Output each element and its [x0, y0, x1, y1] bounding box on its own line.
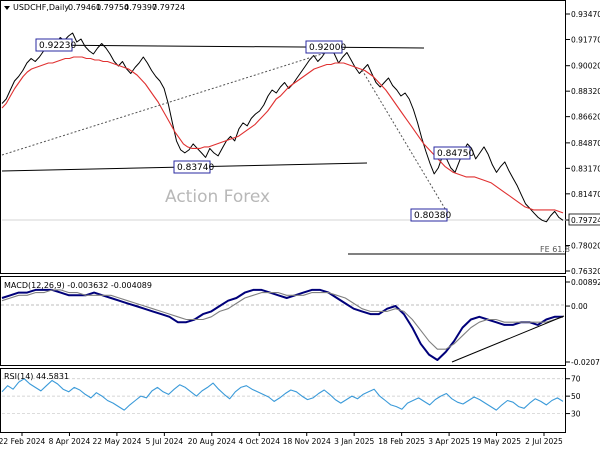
x-tick-label: 8 Apr 2024	[49, 437, 91, 446]
price-tick-label: 0.79724	[571, 216, 600, 225]
macd-series-signal	[1, 289, 564, 350]
x-tick-label: 22 May 2024	[92, 437, 141, 446]
price-series-price	[1, 32, 564, 223]
x-tick-label: 20 Aug 2024	[188, 437, 236, 446]
macd-tick-label: 0.008923	[571, 278, 600, 287]
rsi-lines	[1, 378, 564, 411]
price-header: USDCHF,Daily 0.79461 0.79754 0.79397 0.7…	[4, 3, 185, 12]
last-price-box	[568, 213, 600, 226]
label-080380: 0.80380	[410, 208, 451, 222]
x-tick-label: 22 Feb 2024	[0, 437, 46, 446]
price-tick-label: 0.93470	[571, 10, 600, 19]
x-tick-label: 4 Oct 2024	[238, 437, 280, 446]
svg-text:0.92230: 0.92230	[39, 41, 76, 51]
price-tick-label: 0.88320	[571, 87, 600, 96]
price-high: 0.79754	[96, 3, 129, 12]
price-tick-label: 0.81470	[571, 190, 600, 199]
price-title: USDCHF,Daily	[13, 3, 69, 12]
fe-level-label: FE 61.8	[540, 245, 570, 254]
x-tick-label: 3 Apr 2025	[428, 437, 470, 446]
x-tick-label: 18 Feb 2025	[378, 437, 425, 446]
macd-axis-ticks: 0.008923 0.00 -0.020759	[566, 278, 600, 367]
macd-trendline	[451, 315, 565, 363]
macd-tick-label: -0.020759	[571, 358, 600, 367]
upper-channel-line	[35, 44, 425, 49]
x-tick-label: 2 Jul 2025	[525, 437, 563, 446]
price-axis-ticks: 0.93470 0.91770 0.90020 0.88320 0.86620 0.848…	[2, 10, 600, 276]
dotted-projection-line	[361, 69, 448, 213]
macd-tick-label: 0.00	[571, 302, 588, 311]
price-tick-label: 0.78020	[571, 242, 600, 251]
price-low: 0.79397	[124, 3, 157, 12]
price-panel-frame	[0, 0, 566, 274]
label-092000: 0.92000	[305, 40, 346, 54]
rsi-panel-frame	[0, 368, 566, 433]
rsi-tick-label: 50	[571, 392, 581, 401]
svg-text:0.92000: 0.92000	[309, 43, 346, 53]
price-open: 0.79461	[68, 3, 101, 12]
label-084750: 0.84750	[433, 146, 474, 160]
label-092230: 0.92230	[35, 38, 76, 52]
x-tick-label: 5 Jul 2024	[146, 437, 184, 446]
macd-lines	[1, 288, 564, 361]
rsi-series-rsi	[1, 378, 564, 411]
price-series-ma	[1, 56, 564, 214]
macd-title: MACD(12,26,9) -0.003632 -0.004089	[4, 281, 152, 290]
x-tick-label: 3 Jan 2025	[334, 437, 374, 446]
label-083740: 0.83740	[173, 160, 214, 174]
svg-text:0.84750: 0.84750	[437, 149, 474, 159]
price-tick-label: 0.91770	[571, 35, 600, 44]
rsi-title: RSI(14) 44.5831	[4, 372, 69, 381]
price-tick-label: 0.90020	[571, 62, 600, 71]
price-tick-label: 0.86620	[571, 113, 600, 122]
x-tick-label: 18 Nov 2024	[283, 437, 331, 446]
x-tick-label: 19 May 2025	[472, 437, 521, 446]
macd-series-macd	[1, 288, 563, 361]
rsi-tick-label: 70	[571, 375, 581, 384]
x-axis-ticks: 22 Feb 2024 8 Apr 2024 22 May 2024 5 Jul 20…	[0, 433, 563, 446]
watermark: Action Forex	[165, 187, 270, 207]
price-tick-label: 0.83170	[571, 164, 600, 173]
price-close: 0.79724	[152, 3, 185, 12]
price-tick-label: 0.84870	[571, 139, 600, 148]
price-lines	[1, 32, 564, 223]
rsi-tick-label: 30	[571, 410, 581, 419]
svg-text:0.80380: 0.80380	[414, 211, 451, 221]
price-tick-label: 0.76320	[571, 267, 600, 276]
macd-panel-frame	[0, 276, 566, 366]
svg-text:0.83740: 0.83740	[177, 163, 214, 173]
collapse-triangle-icon[interactable]	[4, 6, 10, 10]
